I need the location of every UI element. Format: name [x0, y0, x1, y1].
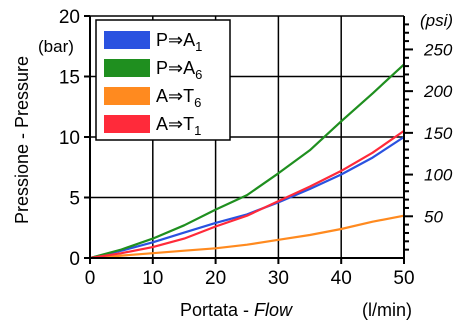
psi-tick-label: 200 — [423, 82, 453, 101]
legend-label-subscript: 1 — [194, 123, 201, 138]
x-tick-label: 40 — [331, 268, 352, 289]
legend: P⇒A1P⇒A6A⇒T6A⇒T1 — [95, 19, 231, 141]
x-axis-title: Portata - Flow — [180, 300, 293, 320]
legend-label-subscript: 6 — [194, 95, 201, 110]
y-tick-label: 0 — [69, 249, 80, 270]
legend-label-main: P⇒A — [156, 30, 195, 50]
tick-labels: 0 10 20 30 40 50 0 5 10 15 20 50 100 150 200 250 — [59, 7, 453, 289]
x-axis-title-italic: Flow — [254, 300, 293, 320]
series-line — [89, 63, 405, 260]
legend-label: P⇒A6 — [156, 58, 202, 82]
y-tick-label: 5 — [69, 189, 80, 210]
legend-label-main: P⇒A — [156, 58, 195, 78]
y-tick-label: 10 — [59, 128, 80, 149]
legend-swatch — [104, 115, 150, 133]
psi-tick-label: 150 — [424, 124, 453, 143]
x-tick-label: 20 — [205, 268, 226, 289]
legend-label: P⇒A1 — [156, 30, 202, 54]
y-tick-label: 15 — [59, 68, 80, 89]
legend-swatch — [104, 87, 150, 105]
x-axis-unit: (l/min) — [362, 300, 412, 320]
psi-tick-label: 50 — [424, 207, 443, 226]
y-tick-label: 20 — [59, 7, 80, 28]
x-tick-label: 0 — [85, 268, 96, 289]
x-tick-label: 10 — [142, 268, 163, 289]
y-axis-unit: (bar) — [38, 37, 74, 56]
y2-axis-unit: (psi) — [420, 11, 453, 30]
psi-tick-label: 100 — [424, 166, 453, 185]
legend-label-subscript: 1 — [195, 39, 202, 54]
legend-label-main: A⇒T — [156, 114, 194, 134]
legend-label: A⇒T1 — [156, 114, 201, 138]
series-line — [89, 129, 405, 260]
psi-tick-label: 250 — [423, 40, 453, 59]
plot-frame — [84, 15, 413, 264]
legend-label: A⇒T6 — [156, 86, 201, 110]
x-tick-label: 30 — [268, 268, 289, 289]
y-axis-title: Pressione - Pressure — [12, 56, 32, 224]
x-tick-label: 50 — [393, 268, 414, 289]
legend-label-main: A⇒T — [156, 86, 194, 106]
legend-swatch — [104, 31, 150, 49]
legend-label-subscript: 6 — [195, 67, 202, 82]
x-axis-title-main: Portata - — [180, 300, 254, 320]
series-line — [89, 214, 405, 260]
series-line — [89, 136, 405, 260]
legend-swatch — [104, 59, 150, 77]
series-lines — [89, 63, 405, 260]
